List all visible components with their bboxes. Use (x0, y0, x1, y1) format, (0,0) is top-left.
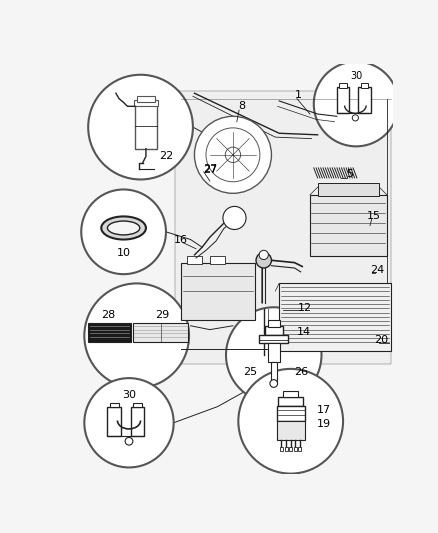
Bar (318, 183, 379, 196)
Text: 27: 27 (203, 164, 217, 174)
Bar (134, 100, 158, 106)
Bar (135, 104, 157, 149)
Circle shape (226, 308, 321, 403)
Circle shape (270, 379, 278, 387)
Bar (280, 447, 283, 451)
Bar (361, 83, 368, 88)
Bar (279, 397, 303, 406)
Circle shape (85, 284, 189, 388)
Text: 25: 25 (243, 367, 257, 377)
Bar (181, 263, 254, 320)
Circle shape (225, 147, 240, 163)
Text: 27: 27 (203, 165, 217, 175)
Text: 24: 24 (371, 264, 385, 274)
Bar (294, 447, 297, 451)
Ellipse shape (107, 221, 140, 235)
Circle shape (238, 369, 343, 474)
Circle shape (352, 115, 358, 121)
Circle shape (206, 128, 260, 182)
Text: 10: 10 (117, 248, 131, 259)
Bar (339, 83, 347, 88)
Text: 20: 20 (374, 335, 389, 345)
Bar (133, 324, 188, 342)
Bar (110, 403, 119, 407)
Text: 16: 16 (173, 235, 187, 245)
Text: 5: 5 (346, 169, 353, 179)
Ellipse shape (101, 216, 146, 239)
Bar (289, 447, 292, 451)
Bar (131, 407, 145, 436)
Circle shape (259, 251, 268, 260)
Circle shape (88, 75, 193, 180)
Text: 12: 12 (297, 303, 311, 313)
Text: 30: 30 (350, 70, 362, 80)
Circle shape (256, 253, 272, 268)
Bar (298, 447, 301, 451)
Bar (279, 284, 391, 351)
Text: 19: 19 (317, 419, 331, 429)
Text: 30: 30 (122, 390, 136, 400)
Bar (187, 256, 202, 264)
Text: 15: 15 (367, 211, 381, 221)
Bar (133, 403, 142, 407)
Text: 29: 29 (155, 310, 169, 320)
Circle shape (125, 438, 133, 445)
Circle shape (194, 116, 272, 193)
Text: 26: 26 (293, 367, 308, 377)
Bar (137, 96, 155, 102)
Circle shape (85, 378, 173, 467)
Bar (268, 343, 280, 362)
Bar (268, 320, 280, 327)
Bar (310, 195, 387, 256)
Bar (358, 87, 371, 113)
Text: 22: 22 (159, 151, 173, 161)
Text: 14: 14 (297, 327, 311, 337)
Bar (285, 447, 288, 451)
Bar (107, 407, 121, 436)
Text: 8: 8 (239, 101, 246, 111)
Bar (210, 256, 225, 264)
Circle shape (81, 189, 166, 274)
Bar (271, 362, 277, 381)
Bar (337, 87, 349, 113)
Bar (277, 421, 304, 440)
Bar (265, 326, 283, 335)
Bar (277, 406, 304, 421)
Text: 28: 28 (101, 310, 115, 320)
Text: 1: 1 (295, 90, 302, 100)
Bar (88, 324, 131, 342)
Circle shape (314, 62, 399, 147)
Bar (175, 91, 391, 364)
Bar (259, 335, 288, 343)
Circle shape (223, 206, 246, 230)
Text: 17: 17 (317, 406, 331, 415)
Bar (283, 391, 298, 398)
